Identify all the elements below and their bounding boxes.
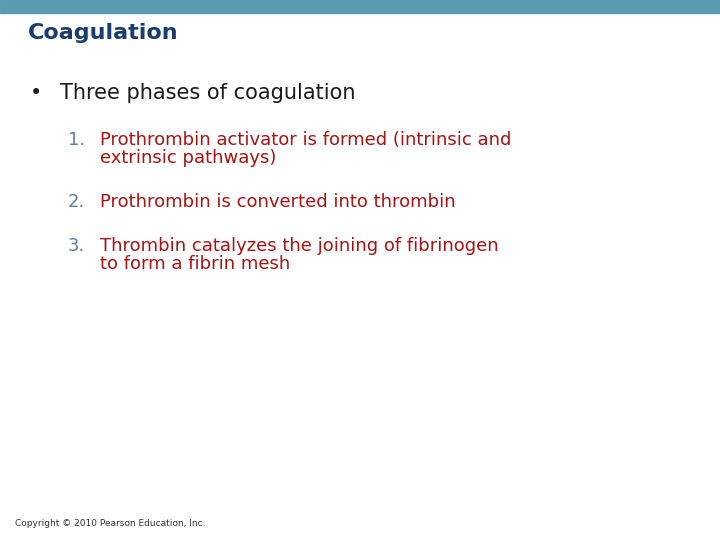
Bar xyxy=(0,0,720,13)
Text: 1.: 1. xyxy=(68,131,85,149)
Text: Thrombin catalyzes the joining of fibrinogen: Thrombin catalyzes the joining of fibrin… xyxy=(100,237,499,255)
Text: 2.: 2. xyxy=(68,193,85,211)
Text: Coagulation: Coagulation xyxy=(28,23,179,43)
Text: Prothrombin is converted into thrombin: Prothrombin is converted into thrombin xyxy=(100,193,456,211)
Text: extrinsic pathways): extrinsic pathways) xyxy=(100,149,276,167)
Text: 3.: 3. xyxy=(68,237,85,255)
Text: Prothrombin activator is formed (intrinsic and: Prothrombin activator is formed (intrins… xyxy=(100,131,511,149)
Text: Three phases of coagulation: Three phases of coagulation xyxy=(60,83,356,103)
Text: Copyright © 2010 Pearson Education, Inc.: Copyright © 2010 Pearson Education, Inc. xyxy=(15,519,205,528)
Text: to form a fibrin mesh: to form a fibrin mesh xyxy=(100,255,290,273)
Text: •: • xyxy=(30,83,42,103)
